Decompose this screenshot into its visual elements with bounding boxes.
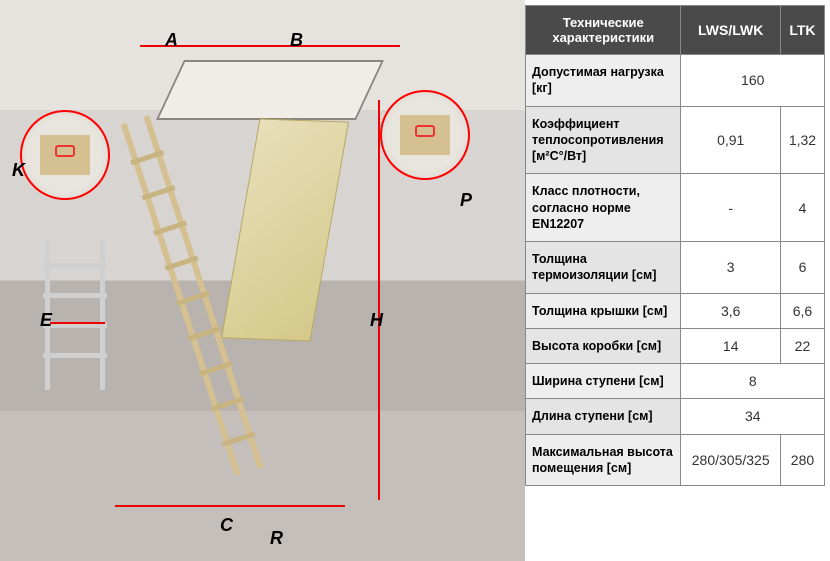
- row-label: Допустимая нагрузка [кг]: [526, 55, 681, 107]
- row-value: 34: [681, 399, 825, 434]
- table-row: Допустимая нагрузка [кг]160: [526, 55, 825, 107]
- row-value-2: 6: [780, 242, 824, 294]
- floor-plane: [0, 411, 525, 561]
- dimension-arrow-bottom: [115, 505, 345, 507]
- row-label: Максимальная высота помещения [см]: [526, 434, 681, 486]
- table-row: Толщина термоизоляции [см]36: [526, 242, 825, 294]
- col-header-ltk: LTK: [780, 6, 824, 55]
- row-label: Толщина термоизоляции [см]: [526, 242, 681, 294]
- table-row: Длина ступени [см]34: [526, 399, 825, 434]
- table-header-row: Технические характеристики LWS/LWK LTK: [526, 6, 825, 55]
- row-value-1: 3: [681, 242, 780, 294]
- row-value: 8: [681, 364, 825, 399]
- ladder-diagram: A B K P E H C R: [0, 0, 525, 561]
- aux-ladder: [45, 240, 105, 390]
- dim-label-a: A: [165, 30, 178, 51]
- table-row: Класс плотности, согласно норме EN12207-…: [526, 174, 825, 242]
- row-label: Длина ступени [см]: [526, 399, 681, 434]
- table-row: Максимальная высота помещения [см]280/30…: [526, 434, 825, 486]
- dim-label-b: B: [290, 30, 303, 51]
- col-header-label: Технические характеристики: [526, 6, 681, 55]
- ceiling-opening: [156, 60, 384, 120]
- row-label: Толщина крышки [см]: [526, 293, 681, 328]
- spec-table: Технические характеристики LWS/LWK LTK Д…: [525, 5, 825, 486]
- dim-label-e: E: [40, 310, 52, 331]
- table-row: Высота коробки [см]1422: [526, 328, 825, 363]
- dimension-arrow-e: [50, 322, 105, 324]
- dimension-arrow-height: [378, 100, 380, 500]
- row-label: Ширина ступени [см]: [526, 364, 681, 399]
- row-value-1: 0,91: [681, 106, 780, 174]
- detail-circle-hinge-p: [380, 90, 470, 180]
- row-value-1: 3,6: [681, 293, 780, 328]
- table-row: Ширина ступени [см]8: [526, 364, 825, 399]
- hinge-icon: [415, 125, 435, 137]
- spec-table-panel: Технические характеристики LWS/LWK LTK Д…: [525, 0, 830, 561]
- hatch-door: [221, 118, 349, 341]
- row-value-2: 22: [780, 328, 824, 363]
- row-value-2: 4: [780, 174, 824, 242]
- row-label: Высота коробки [см]: [526, 328, 681, 363]
- hinge-icon: [55, 145, 75, 157]
- row-value-1: -: [681, 174, 780, 242]
- row-value: 160: [681, 55, 825, 107]
- dim-label-c: C: [220, 515, 233, 536]
- dimension-arrow-top: [140, 45, 400, 47]
- dim-label-k: K: [12, 160, 25, 181]
- dim-label-r: R: [270, 528, 283, 549]
- col-header-lws: LWS/LWK: [681, 6, 780, 55]
- row-label: Коэффициент теплосопротивления [м²С°/Вт]: [526, 106, 681, 174]
- row-label: Класс плотности, согласно норме EN12207: [526, 174, 681, 242]
- row-value-2: 1,32: [780, 106, 824, 174]
- table-row: Коэффициент теплосопротивления [м²С°/Вт]…: [526, 106, 825, 174]
- table-row: Толщина крышки [см]3,66,6: [526, 293, 825, 328]
- row-value-2: 280: [780, 434, 824, 486]
- dim-label-p: P: [460, 190, 472, 211]
- row-value-2: 6,6: [780, 293, 824, 328]
- detail-circle-hinge-k: [20, 110, 110, 200]
- dim-label-h: H: [370, 310, 383, 331]
- row-value-1: 14: [681, 328, 780, 363]
- row-value-1: 280/305/325: [681, 434, 780, 486]
